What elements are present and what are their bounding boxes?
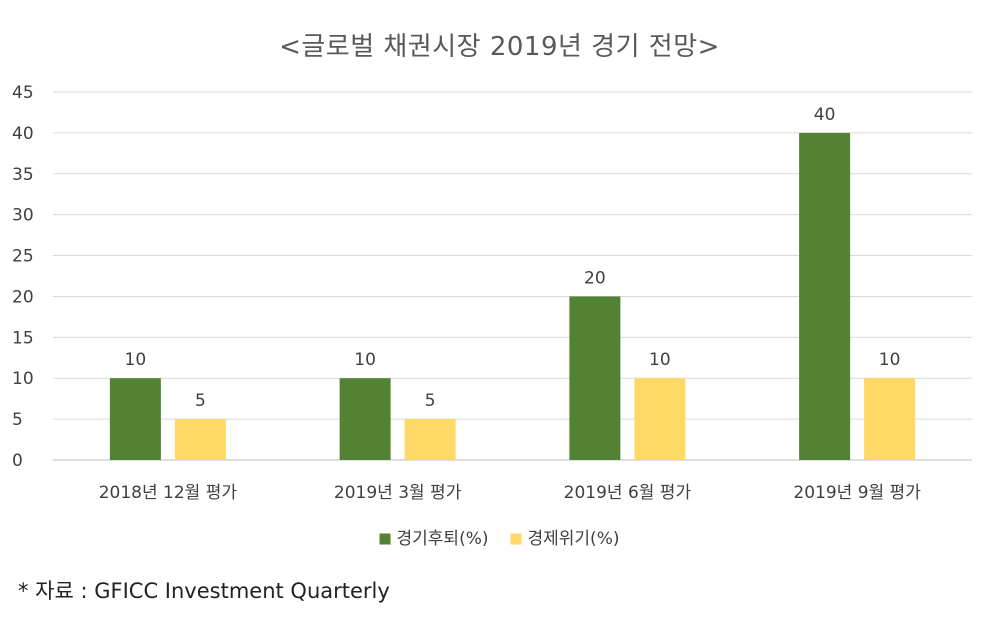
y-tick-label: 45	[12, 83, 34, 103]
data-label: 40	[814, 105, 836, 125]
bar-recession	[569, 296, 621, 460]
legend-label: 경기후퇴(%)	[397, 529, 489, 549]
bars	[109, 132, 916, 460]
legend: 경기후퇴(%) 경제위기(%)	[379, 529, 620, 549]
bar-chart: 0 5 10 15 20 25 30 35 40 45 10 5 10 5 20 10 40 10 2018년 …	[12, 83, 972, 549]
x-tick-label: 2019년 9월 평가	[793, 483, 921, 503]
bar-crisis	[404, 419, 456, 460]
data-label: 10	[125, 350, 147, 370]
x-tick-label: 2019년 3월 평가	[334, 483, 462, 503]
y-tick-label: 35	[12, 165, 34, 185]
x-tick-label: 2019년 6월 평가	[564, 483, 692, 503]
bar-crisis	[864, 378, 916, 460]
y-tick-label: 10	[12, 369, 34, 389]
data-label: 10	[649, 350, 671, 370]
bar-crisis	[174, 419, 226, 460]
data-label: 10	[354, 350, 376, 370]
y-tick-label: 0	[12, 451, 23, 471]
y-tick-label: 15	[12, 328, 34, 348]
bar-recession	[339, 378, 391, 460]
y-tick-label: 40	[12, 124, 34, 144]
source-note: * 자료 : GFICC Investment Quarterly	[18, 579, 390, 603]
data-label: 5	[195, 391, 206, 411]
y-tick-label: 30	[12, 206, 34, 226]
data-labels: 10 5 10 5 20 10 40 10	[125, 105, 901, 411]
data-label: 10	[879, 350, 901, 370]
y-tick-label: 20	[12, 287, 34, 307]
y-tick-label: 5	[12, 410, 23, 430]
legend-swatch	[379, 533, 391, 545]
data-label: 20	[584, 268, 606, 288]
x-axis-categories: 2018년 12월 평가 2019년 3월 평가 2019년 6월 평가 2019년 …	[99, 483, 921, 503]
bar-recession	[109, 378, 161, 460]
bar-recession	[799, 132, 851, 460]
bar-crisis	[634, 378, 686, 460]
y-tick-label: 25	[12, 247, 34, 267]
chart-title: <글로벌 채권시장 2019년 경기 전망>	[279, 32, 720, 62]
legend-swatch	[510, 533, 522, 545]
y-axis-ticks: 0 5 10 15 20 25 30 35 40 45	[12, 83, 34, 471]
x-tick-label: 2018년 12월 평가	[99, 483, 238, 503]
data-label: 5	[425, 391, 436, 411]
legend-label: 경제위기(%)	[528, 529, 620, 549]
